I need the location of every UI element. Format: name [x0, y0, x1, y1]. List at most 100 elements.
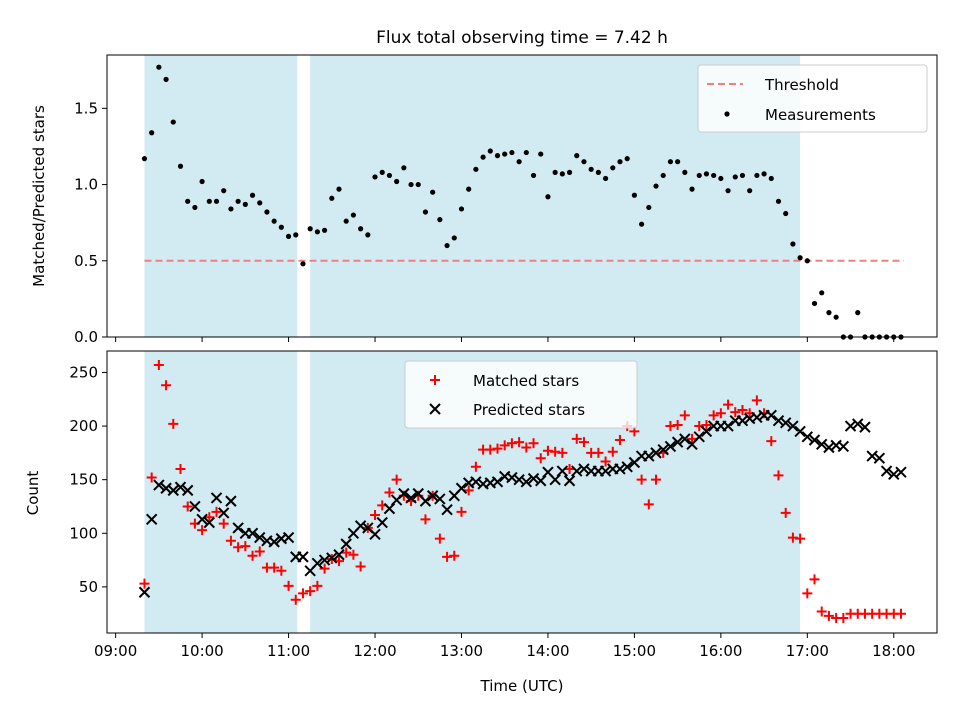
predicted-point — [203, 516, 216, 529]
measurement-point — [444, 242, 450, 249]
measurement-point — [401, 165, 407, 171]
chart-title: Flux total observing time = 7.42 h — [376, 28, 668, 48]
measurement-point — [473, 166, 479, 172]
matched-point — [290, 594, 301, 605]
matched-point — [470, 461, 481, 472]
x-tick-label: 18:00 — [872, 642, 915, 660]
matched-point — [348, 549, 359, 560]
predicted-point — [866, 450, 878, 462]
matched-point — [593, 447, 604, 458]
measurement-point — [307, 226, 313, 232]
predicted-point — [254, 531, 266, 544]
measurement-point — [711, 172, 717, 179]
measurement-point — [703, 171, 710, 177]
matched-point — [449, 550, 460, 561]
measurement-point — [300, 261, 306, 267]
predicted-point — [599, 465, 612, 477]
ratio-legend: Threshold Measurements — [697, 64, 928, 133]
predicted-point — [751, 411, 763, 424]
matched-point — [514, 437, 525, 448]
ratio-y-label: Matched/Predicted stars — [30, 105, 48, 287]
predicted-point — [369, 528, 381, 541]
measurement-point — [451, 235, 457, 241]
matched-point — [233, 542, 244, 553]
legend-predicted-swatch — [429, 403, 441, 415]
measurement-point — [761, 171, 767, 177]
matched-point — [225, 535, 236, 546]
matched-point — [240, 541, 251, 552]
measurement-point — [199, 178, 205, 185]
predicted-point — [801, 431, 814, 443]
matched-point — [506, 438, 517, 449]
predicted-point — [614, 463, 626, 475]
matched-point — [211, 506, 222, 517]
measurement-point — [617, 159, 623, 165]
predicted-point — [326, 552, 338, 564]
matched-point — [276, 565, 287, 576]
predicted-point — [145, 513, 158, 526]
measurement-point — [696, 172, 702, 179]
legend-predicted-label: Predicted stars — [473, 401, 585, 419]
measurement-point — [221, 188, 227, 194]
predicted-point — [693, 431, 705, 443]
x-tick-label: 15:00 — [613, 642, 656, 660]
predicted-point — [556, 465, 569, 477]
matched-point — [319, 563, 330, 574]
matched-point — [420, 514, 431, 525]
predicted-point — [679, 433, 691, 445]
measurement-point — [545, 194, 551, 200]
measurement-point — [242, 201, 248, 207]
predicted-point — [621, 461, 633, 473]
matched-point — [434, 533, 445, 544]
measurement-point — [314, 229, 320, 235]
predicted-point — [426, 490, 439, 502]
x-tick-label: 11:00 — [267, 642, 310, 660]
x-tick-label: 16:00 — [699, 642, 742, 660]
predicted-point — [232, 522, 244, 534]
predicted-point — [772, 414, 785, 427]
measurement-point — [754, 172, 760, 179]
measurement-point — [502, 151, 508, 157]
matched-point — [485, 444, 496, 455]
count-panel: 50 100 150 200 250 09:00 10:00 11:00 12:00 13:00… — [24, 350, 938, 695]
ratio-panel-frame — [106, 54, 938, 338]
predicted-point — [643, 450, 655, 462]
measurement-point — [775, 198, 782, 204]
predicted-point — [282, 531, 295, 544]
matched-point — [679, 410, 690, 421]
matched-point — [787, 532, 798, 543]
matched-point — [701, 419, 712, 430]
x-tick-label: 17:00 — [786, 642, 829, 660]
predicted-point — [441, 503, 453, 516]
predicted-point — [405, 492, 417, 504]
predicted-point — [837, 440, 850, 453]
predicted-point — [657, 443, 669, 456]
matched-point — [643, 499, 654, 510]
matched-point — [175, 463, 186, 474]
predicted-point — [765, 409, 777, 422]
measurement-point — [206, 198, 212, 204]
predicted-point — [650, 447, 662, 459]
predicted-point — [722, 420, 734, 432]
measurement-point — [855, 310, 861, 316]
measurement-point — [487, 148, 493, 154]
predicted-point — [297, 551, 309, 563]
predicted-point — [210, 492, 223, 504]
measurement-point — [646, 204, 652, 211]
predicted-point — [333, 549, 345, 561]
count-y-tick-label: 250 — [69, 363, 98, 381]
predicted-point — [859, 421, 871, 433]
ratio-legend-box — [697, 64, 928, 133]
matched-point — [708, 410, 719, 421]
matched-point — [312, 580, 323, 591]
predicted-stars-series — [138, 409, 907, 598]
matched-point — [895, 608, 906, 619]
predicted-point — [808, 434, 821, 446]
matched-point — [780, 507, 791, 518]
measurement-point — [523, 149, 529, 156]
predicted-point — [571, 465, 583, 477]
matched-point — [795, 533, 806, 544]
count-y-tick-label: 150 — [69, 471, 98, 489]
ratio-y-tick-label: 0.0 — [74, 328, 98, 346]
